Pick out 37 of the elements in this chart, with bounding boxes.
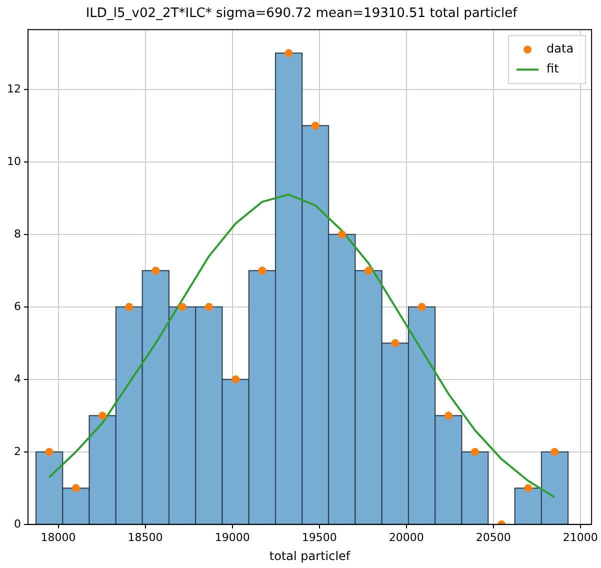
point bbox=[125, 302, 134, 311]
x-tick-label: 19000 bbox=[214, 530, 250, 544]
point bbox=[232, 375, 240, 384]
point bbox=[258, 266, 266, 275]
point bbox=[470, 448, 479, 456]
y-tick-label: 10 bbox=[6, 154, 21, 168]
y-tick-label: 12 bbox=[6, 82, 21, 96]
y-tick-label: 4 bbox=[14, 372, 21, 386]
chart-title: ILD_l5_v02_2T*ILC* sigma=690.72 mean=19310.51 total particlef bbox=[86, 6, 518, 22]
x-tick-label: 20000 bbox=[388, 530, 424, 544]
point bbox=[98, 412, 106, 420]
legend-label: data bbox=[546, 42, 574, 56]
x-tick-label: 21000 bbox=[562, 530, 598, 544]
point bbox=[550, 448, 559, 456]
point bbox=[524, 484, 532, 492]
point bbox=[364, 266, 373, 275]
y-tick-label: 0 bbox=[14, 517, 21, 530]
x-tick-label: 20500 bbox=[476, 530, 511, 544]
x-tick-label: 19500 bbox=[302, 530, 337, 544]
point bbox=[338, 230, 346, 238]
point bbox=[72, 484, 80, 492]
point bbox=[391, 339, 400, 348]
x-tick-label: 18500 bbox=[128, 530, 163, 544]
point bbox=[152, 266, 160, 275]
point bbox=[418, 302, 426, 311]
x-axis-title: total particlef bbox=[269, 548, 351, 563]
point bbox=[444, 412, 452, 420]
y-tick-label: 2 bbox=[14, 444, 21, 458]
point bbox=[45, 448, 54, 456]
point bbox=[205, 302, 214, 311]
point bbox=[284, 49, 293, 58]
x-tick-label: 18000 bbox=[40, 530, 76, 544]
y-tick-label: 8 bbox=[14, 227, 21, 240]
point bbox=[311, 122, 320, 130]
legend-label: fit bbox=[546, 62, 560, 76]
y-tick-label: 6 bbox=[14, 300, 21, 313]
point bbox=[178, 302, 186, 311]
